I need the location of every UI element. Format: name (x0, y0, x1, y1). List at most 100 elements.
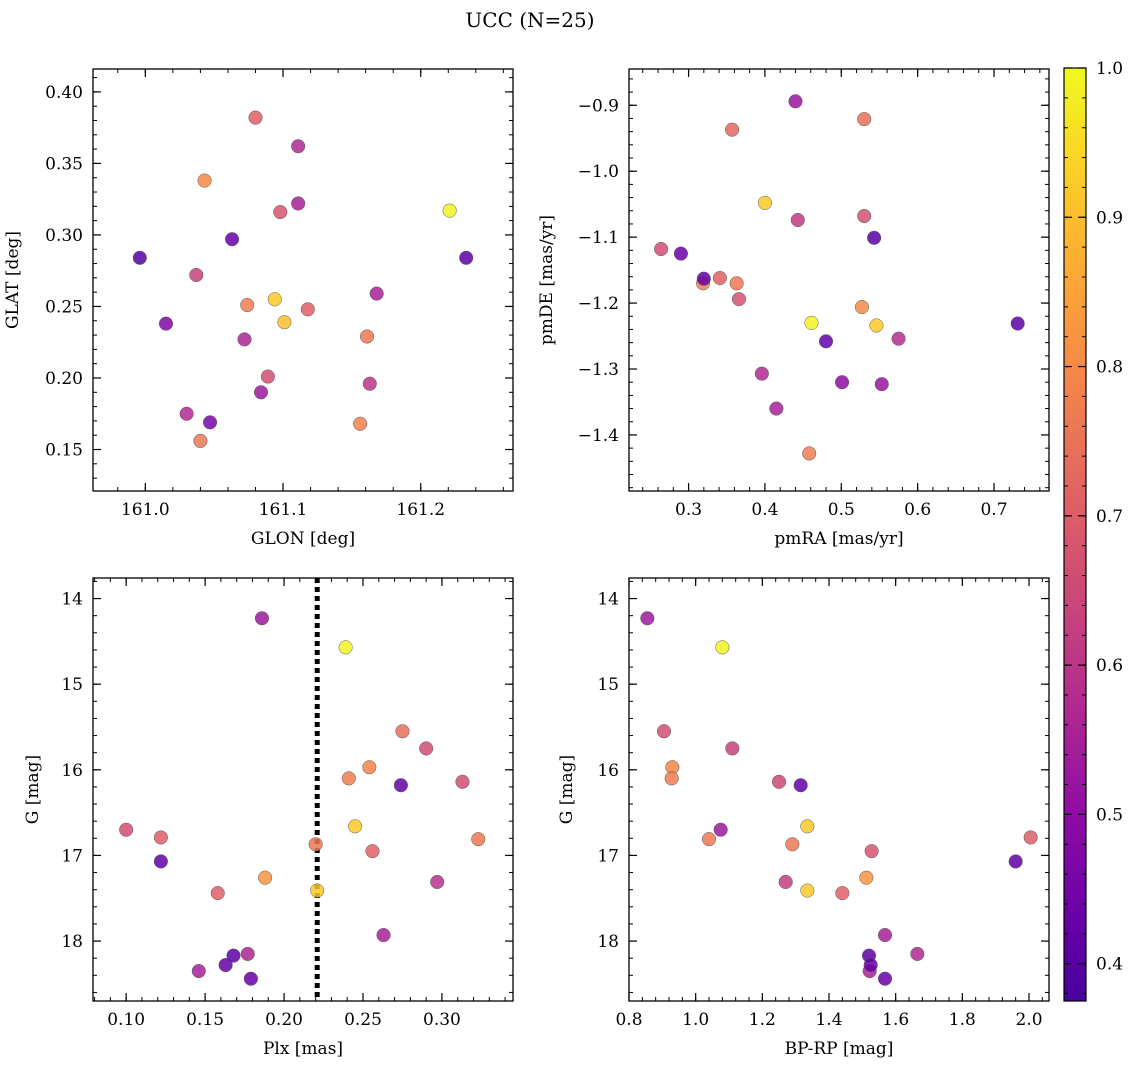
scatter-point (202, 415, 218, 430)
x-tick-label: 0.30 (423, 1010, 461, 1030)
scatter-point (854, 299, 869, 315)
y-axis-label: G [mag] (557, 755, 577, 824)
scatter-point (226, 948, 241, 963)
colorbar-tick-label: 0.5 (1096, 805, 1123, 825)
colorbar-tick-label: 0.4 (1096, 955, 1123, 975)
figure-title: UCC (N=25) (465, 8, 594, 32)
colorbar-gradient (1064, 68, 1086, 1001)
x-tick-label: 161.1 (259, 500, 308, 520)
scatter-point (153, 830, 168, 845)
x-tick-label: 0.8 (615, 1010, 642, 1030)
scatter-point (260, 369, 275, 384)
scatter-point (189, 267, 204, 283)
scatter-point (715, 640, 730, 655)
y-tick-label: 0.40 (45, 83, 83, 103)
scatter-point (237, 332, 252, 347)
axes-frame (92, 68, 514, 492)
y-tick-label: −1.0 (578, 162, 619, 182)
scatter-point (341, 771, 356, 786)
scatter-point (153, 854, 168, 869)
scatter-point (273, 205, 288, 220)
y-tick-label: 0.20 (45, 369, 83, 389)
colorbar-tick-label: 0.8 (1096, 358, 1123, 378)
y-tick-label: 14 (61, 590, 83, 610)
y-tick-label: 15 (61, 675, 83, 695)
scatter-point (696, 271, 711, 286)
y-tick-label: 18 (61, 932, 83, 952)
scatter-point (193, 433, 208, 448)
colorbar-frame (1063, 67, 1087, 1002)
y-tick-label: −1.1 (578, 228, 619, 248)
x-tick-label: 0.4 (751, 500, 778, 520)
y-tick-label: −1.3 (578, 360, 619, 380)
scatter-point (362, 376, 377, 391)
x-axis-label: Plx [mas] (263, 1039, 343, 1059)
x-tick-label: 2.0 (1015, 1010, 1042, 1030)
y-tick-label: 14 (597, 590, 619, 610)
scatter-point (277, 315, 292, 330)
scatter-point (863, 957, 878, 973)
y-tick-label: 18 (597, 932, 619, 952)
x-tick-label: 0.3 (675, 500, 702, 520)
scatter-point (664, 771, 679, 786)
scatter-point (800, 819, 815, 834)
y-tick-label: 0.30 (45, 226, 83, 246)
panel-1: 161.0 161.1 161.2 0.15 0.20 0.25 0.30 0.35 0.40 G… (3, 68, 514, 549)
y-tick-label: −0.9 (578, 96, 619, 116)
scatter-point (769, 401, 784, 416)
scatter-point (778, 874, 793, 890)
scatter-point (291, 139, 306, 154)
scatter-point (835, 375, 850, 390)
y-axis-label: pmDE [mas/yr] (537, 215, 557, 345)
scatter-point (1008, 854, 1023, 869)
scatter-point (869, 318, 884, 333)
x-tick-label: 1.8 (949, 1010, 976, 1030)
panel-2: 0.3 0.4 0.5 0.6 0.7 −1.4 −1.3 −1.2 −1.1 −1.0 −0.9 p… (537, 68, 1050, 549)
scatter-point (729, 276, 744, 291)
scatter-point (365, 844, 380, 859)
scatter-point (640, 611, 655, 626)
scatter-point (656, 724, 672, 739)
colorbar-tick-label: 1.0 (1096, 59, 1123, 79)
scatter-point (225, 232, 240, 247)
x-tick-label: 1.4 (815, 1010, 842, 1030)
scatter-point (291, 196, 306, 211)
scatter-point (859, 870, 874, 885)
scatter-point (308, 837, 323, 852)
scatter-point (430, 874, 445, 890)
scatter-point (731, 292, 747, 307)
x-tick-label: 1.6 (882, 1010, 909, 1030)
colorbar-tick-label: 0.6 (1096, 656, 1123, 676)
scatter-point (348, 819, 363, 834)
x-tick-label: 161.0 (121, 500, 170, 520)
x-tick-label: 0.25 (344, 1010, 382, 1030)
scatter-point (218, 957, 233, 973)
y-tick-label: 0.35 (45, 154, 83, 174)
colorbar-tick-label: 0.7 (1096, 507, 1123, 527)
scatter-point (240, 946, 255, 961)
x-tick-label: 0.15 (186, 1010, 224, 1030)
y-tick-label: 0.15 (45, 441, 83, 461)
y-tick-label: 17 (597, 846, 619, 866)
scatter-point (210, 886, 225, 901)
panel-3: 0.10 0.15 0.20 0.25 0.30 14 15 16 17 18 Plx [mas] G… (23, 577, 514, 1059)
scatter-point (725, 122, 740, 137)
scatter-point (804, 315, 819, 330)
scatter-point (362, 760, 377, 775)
x-tick-label: 0.10 (107, 1010, 145, 1030)
scatter-point (1023, 830, 1038, 845)
scatter-point (712, 270, 727, 286)
y-axis-label: G [mag] (23, 755, 43, 824)
x-axis-label: GLON [deg] (251, 529, 355, 549)
x-tick-label: 1.2 (749, 1010, 776, 1030)
scatter-point (725, 741, 740, 756)
scatter-point (771, 774, 787, 789)
y-tick-label: 15 (597, 675, 619, 695)
scatter-point (713, 822, 728, 837)
scatter-point (757, 195, 772, 210)
scatter-point (310, 883, 325, 898)
scatter-point (191, 963, 206, 979)
x-tick-label: 1.0 (682, 1010, 709, 1030)
x-axis-label: pmRA [mas/yr] (774, 529, 903, 549)
